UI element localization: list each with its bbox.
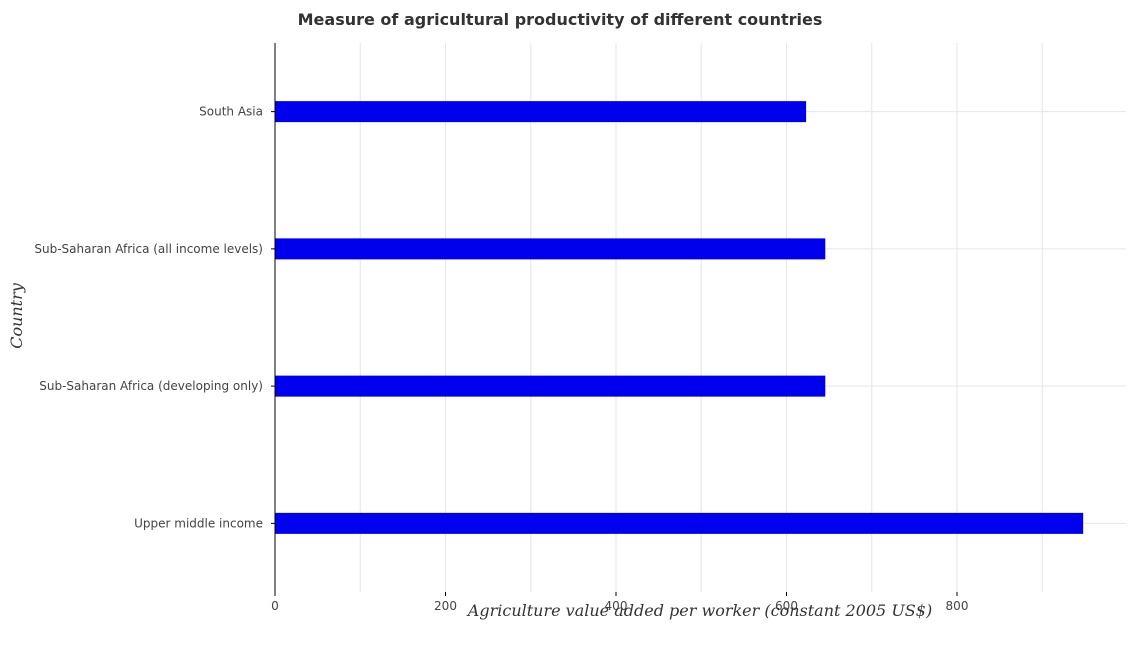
x-tick-label: 400 — [605, 599, 628, 613]
x-axis-label: Agriculture value added per worker (cons… — [466, 601, 932, 620]
y-axis-label: Country — [7, 282, 26, 349]
y-tick-label: South Asia — [199, 105, 263, 119]
bars — [275, 101, 1084, 534]
gridlines — [274, 43, 1126, 592]
bar — [275, 238, 826, 260]
bar — [275, 512, 1084, 534]
x-tick-label: 800 — [946, 599, 969, 613]
y-tick-label: Upper middle income — [134, 516, 263, 530]
y-tick-label: Sub-Saharan Africa (developing only) — [39, 379, 263, 393]
tick-labels: 0 200 400 600 800 South Asia Sub-Saharan Afric… — [34, 105, 968, 613]
x-tick-label: 0 — [271, 599, 279, 613]
axes — [271, 43, 958, 596]
bar — [275, 375, 826, 397]
chart-title: Measure of agricultural productivity of … — [298, 10, 823, 29]
x-tick-label: 600 — [775, 599, 798, 613]
bar — [275, 101, 807, 123]
x-tick-label: 200 — [434, 599, 457, 613]
y-tick-label: Sub-Saharan Africa (all income levels) — [34, 242, 263, 256]
